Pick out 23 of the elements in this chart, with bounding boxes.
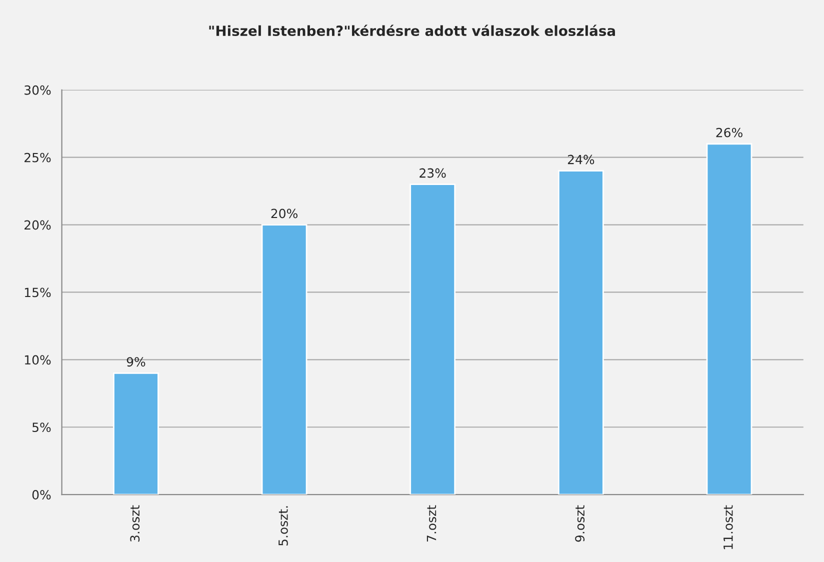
data-label: 24%: [568, 154, 594, 164]
bar: [261, 224, 308, 495]
y-tick-label: 20%: [24, 220, 51, 230]
x-tick-label: 5.oszt.: [278, 506, 288, 546]
y-tick-label: 25%: [24, 152, 51, 162]
data-label: 26%: [716, 128, 742, 138]
x-tick-label: 3.oszt: [130, 505, 140, 542]
bar: [558, 170, 604, 495]
y-tick-label: 15%: [24, 288, 51, 298]
y-tick-label: 30%: [24, 85, 51, 95]
y-tick-label: 0%: [32, 490, 51, 500]
data-label: 23%: [420, 168, 446, 178]
chart-title: "Hiszel Istenben?"kérdésre adott válaszok eloszlása: [209, 24, 615, 36]
x-tick-label: 7.oszt: [426, 505, 436, 542]
x-tick-label: 9.oszt: [575, 505, 585, 542]
data-label: 9%: [126, 357, 146, 367]
y-tick-label: 10%: [24, 355, 51, 365]
bar: [706, 143, 752, 495]
data-label: 20%: [271, 208, 298, 218]
bar: [113, 372, 159, 495]
bar: [410, 184, 456, 495]
x-tick-label: 11.oszt: [724, 505, 733, 550]
y-tick-label: 5%: [32, 422, 51, 432]
